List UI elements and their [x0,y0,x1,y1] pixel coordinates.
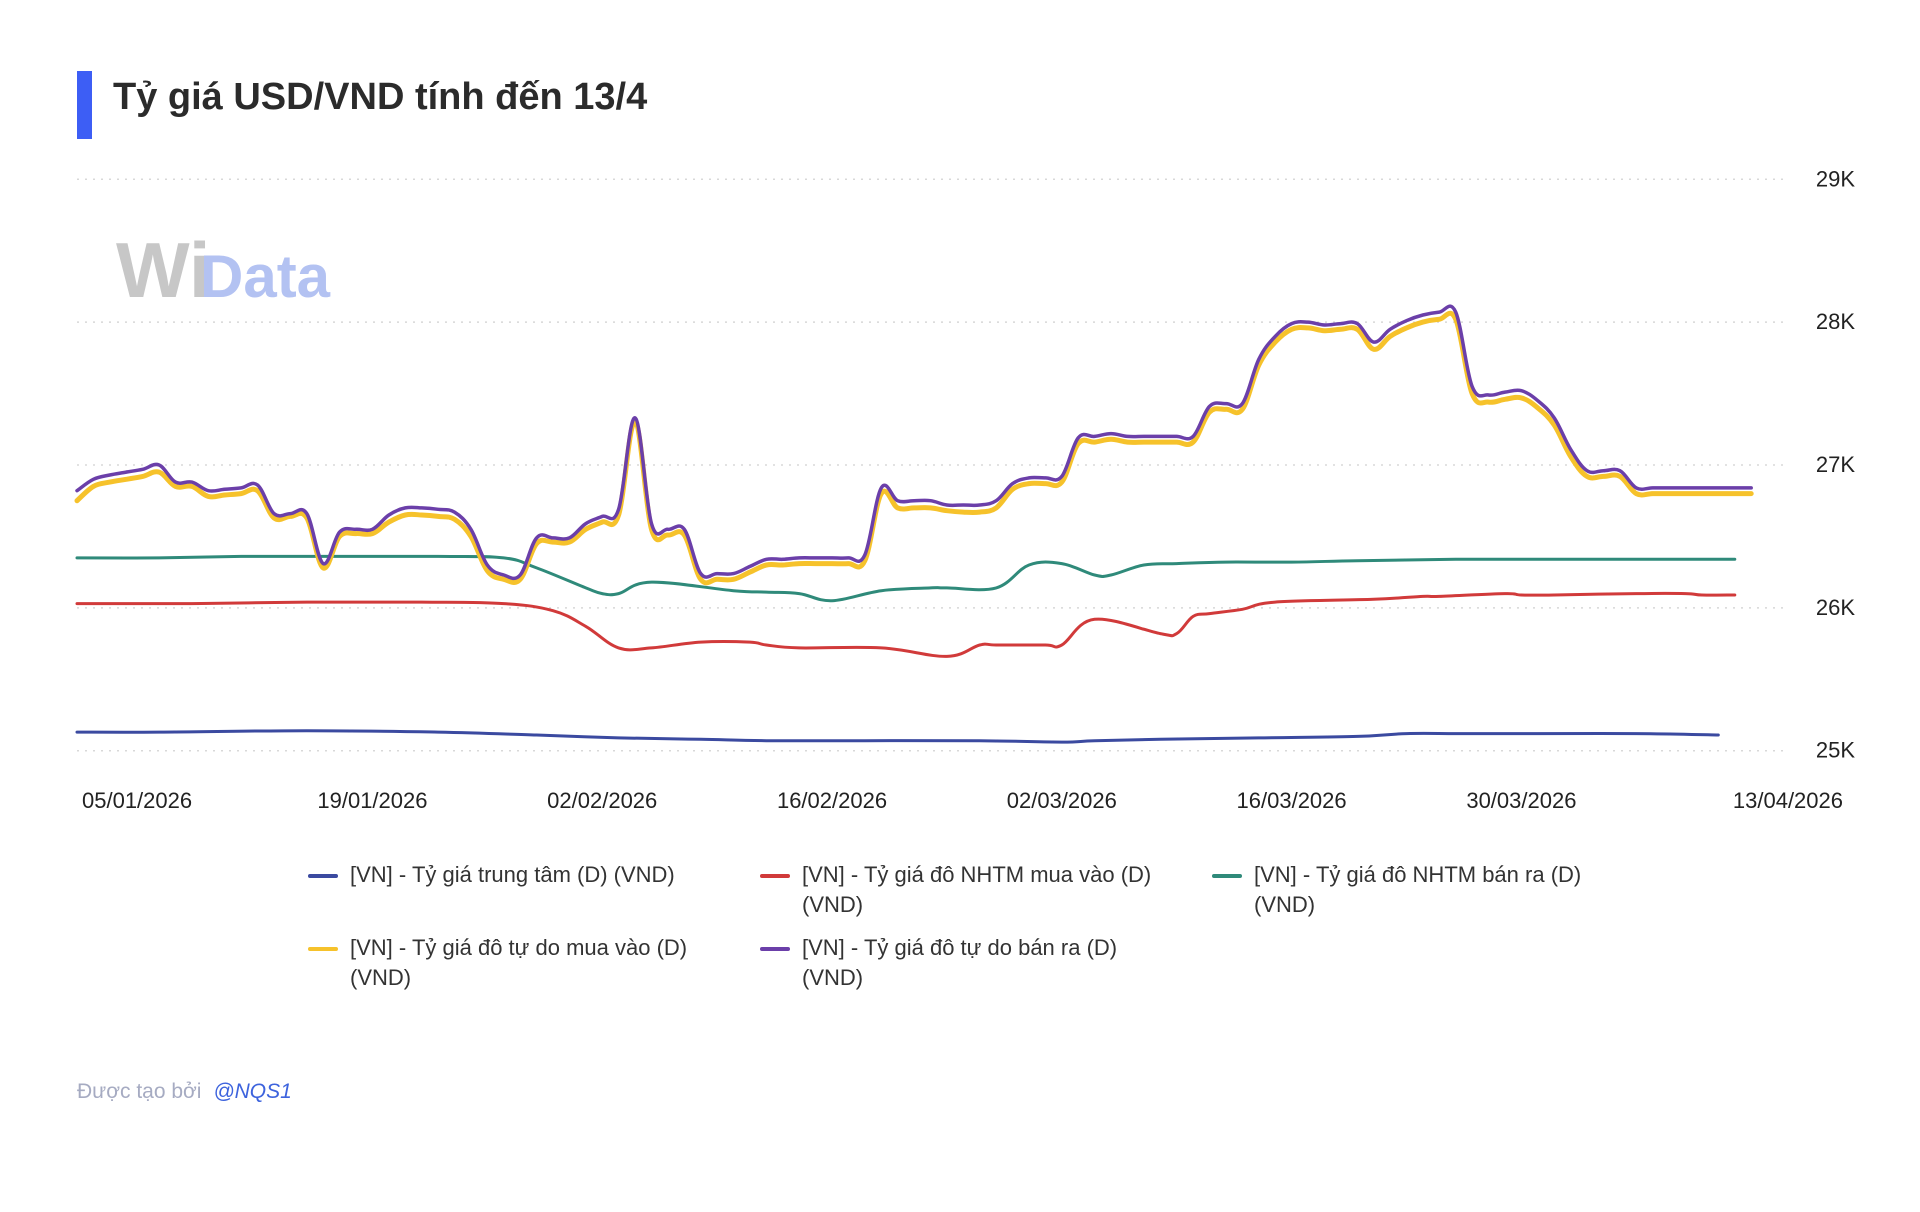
watermark-data-text: Data [200,243,331,310]
y-tick-label: 29K [1816,166,1855,191]
legend-swatch [760,947,790,951]
x-tick-label: 16/03/2026 [1237,788,1347,813]
legend-item[interactable]: [VN] - Tỷ giá đô NHTM bán ra (D) (VND) [1212,860,1632,920]
x-tick-label: 19/01/2026 [317,788,427,813]
x-tick-label: 16/02/2026 [777,788,887,813]
legend-item[interactable]: [VN] - Tỷ giá đô tự do bán ra (D) (VND) [760,933,1180,993]
footer: Được tạo bởi @NQS1 [77,1080,292,1104]
y-tick-label: 27K [1816,452,1855,477]
x-tick-label: 13/04/2026 [1733,788,1843,813]
x-tick-label: 02/03/2026 [1007,788,1117,813]
y-axis: 25K 26K 27K 28K 29K [1816,166,1855,762]
legend-swatch [308,874,338,878]
watermark-wi-text: Wi [116,226,211,314]
legend-swatch [1212,874,1242,878]
gridlines [77,178,1784,752]
x-tick-label: 05/01/2026 [82,788,192,813]
legend-item[interactable]: [VN] - Tỷ giá trung tâm (D) (VND) [308,860,728,890]
y-tick-label: 28K [1816,309,1855,334]
legend-label: [VN] - Tỷ giá trung tâm (D) (VND) [350,862,675,887]
page-title: Tỷ giá USD/VND tính đến 13/4 [113,76,648,118]
series-line-5[interactable] [75,304,1753,581]
author-link[interactable]: @NQS1 [213,1080,292,1103]
legend-swatch [760,874,790,878]
series-line-4[interactable] [74,310,1754,586]
legend-item[interactable]: [VN] - Tỷ giá đô tự do mua vào (D) (VND) [308,933,728,993]
series-lines [74,304,1754,744]
watermark: Wi Data [116,226,331,314]
legend-label: [VN] - Tỷ giá đô tự do bán ra (D) (VND) [802,935,1118,990]
legend-item[interactable]: [VN] - Tỷ giá đô NHTM mua vào (D) (VND) [760,860,1180,920]
x-tick-label: 30/03/2026 [1466,788,1576,813]
legend-swatch [308,947,338,951]
legend-label: [VN] - Tỷ giá đô NHTM bán ra (D) (VND) [1254,862,1582,917]
legend-label: [VN] - Tỷ giá đô tự do mua vào (D) (VND) [350,935,688,990]
x-tick-label: 02/02/2026 [547,788,657,813]
series-line-1[interactable] [75,729,1720,744]
x-axis: 05/01/2026 19/01/2026 02/02/2026 16/02/2026… [82,788,1843,813]
y-tick-label: 26K [1816,595,1855,620]
series-line-2[interactable] [75,591,1737,658]
legend-label: [VN] - Tỷ giá đô NHTM mua vào (D) (VND) [802,862,1152,917]
footer-label: Được tạo bởi [77,1080,202,1103]
y-tick-label: 25K [1816,738,1855,763]
title-accent-bar [77,71,92,139]
